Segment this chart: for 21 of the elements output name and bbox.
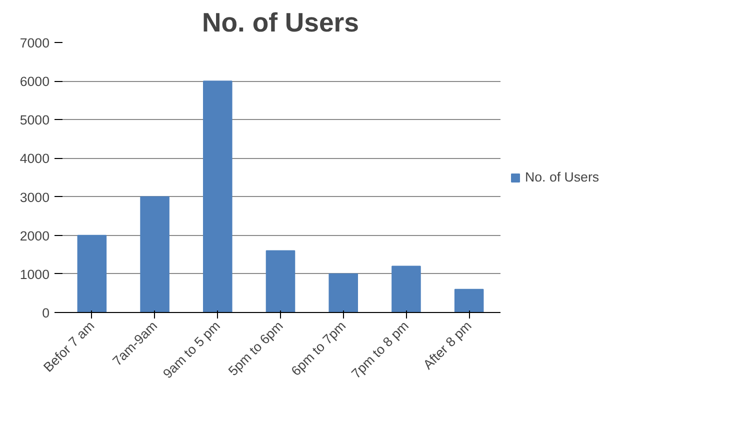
y-tick-label: 0 [42, 306, 50, 320]
x-tick-label: 7pm to 8 pm [348, 318, 412, 382]
y-tick-label: 7000 [20, 36, 50, 50]
x-tick-label: 5pm to 6pm [225, 318, 286, 379]
bar [266, 250, 296, 312]
x-tick-label: 6pm to 7pm [288, 318, 349, 379]
y-tick-label: 6000 [20, 74, 50, 90]
legend-label: No. of Users [525, 170, 600, 184]
y-tick-label: 4000 [20, 151, 50, 166]
bar [328, 273, 358, 312]
y-tick-label: 5000 [20, 112, 50, 128]
chart-title: No. of Users [202, 8, 360, 38]
x-tick-label: 9am to 5 pm [160, 318, 223, 382]
bar [392, 266, 421, 312]
y-tick-label: 3000 [20, 190, 50, 205]
bar [454, 288, 484, 312]
bar [203, 80, 232, 312]
y-tick-label: 2000 [20, 228, 50, 244]
bar [140, 196, 170, 312]
bar [77, 234, 107, 312]
y-tick-label: 1000 [20, 266, 50, 282]
